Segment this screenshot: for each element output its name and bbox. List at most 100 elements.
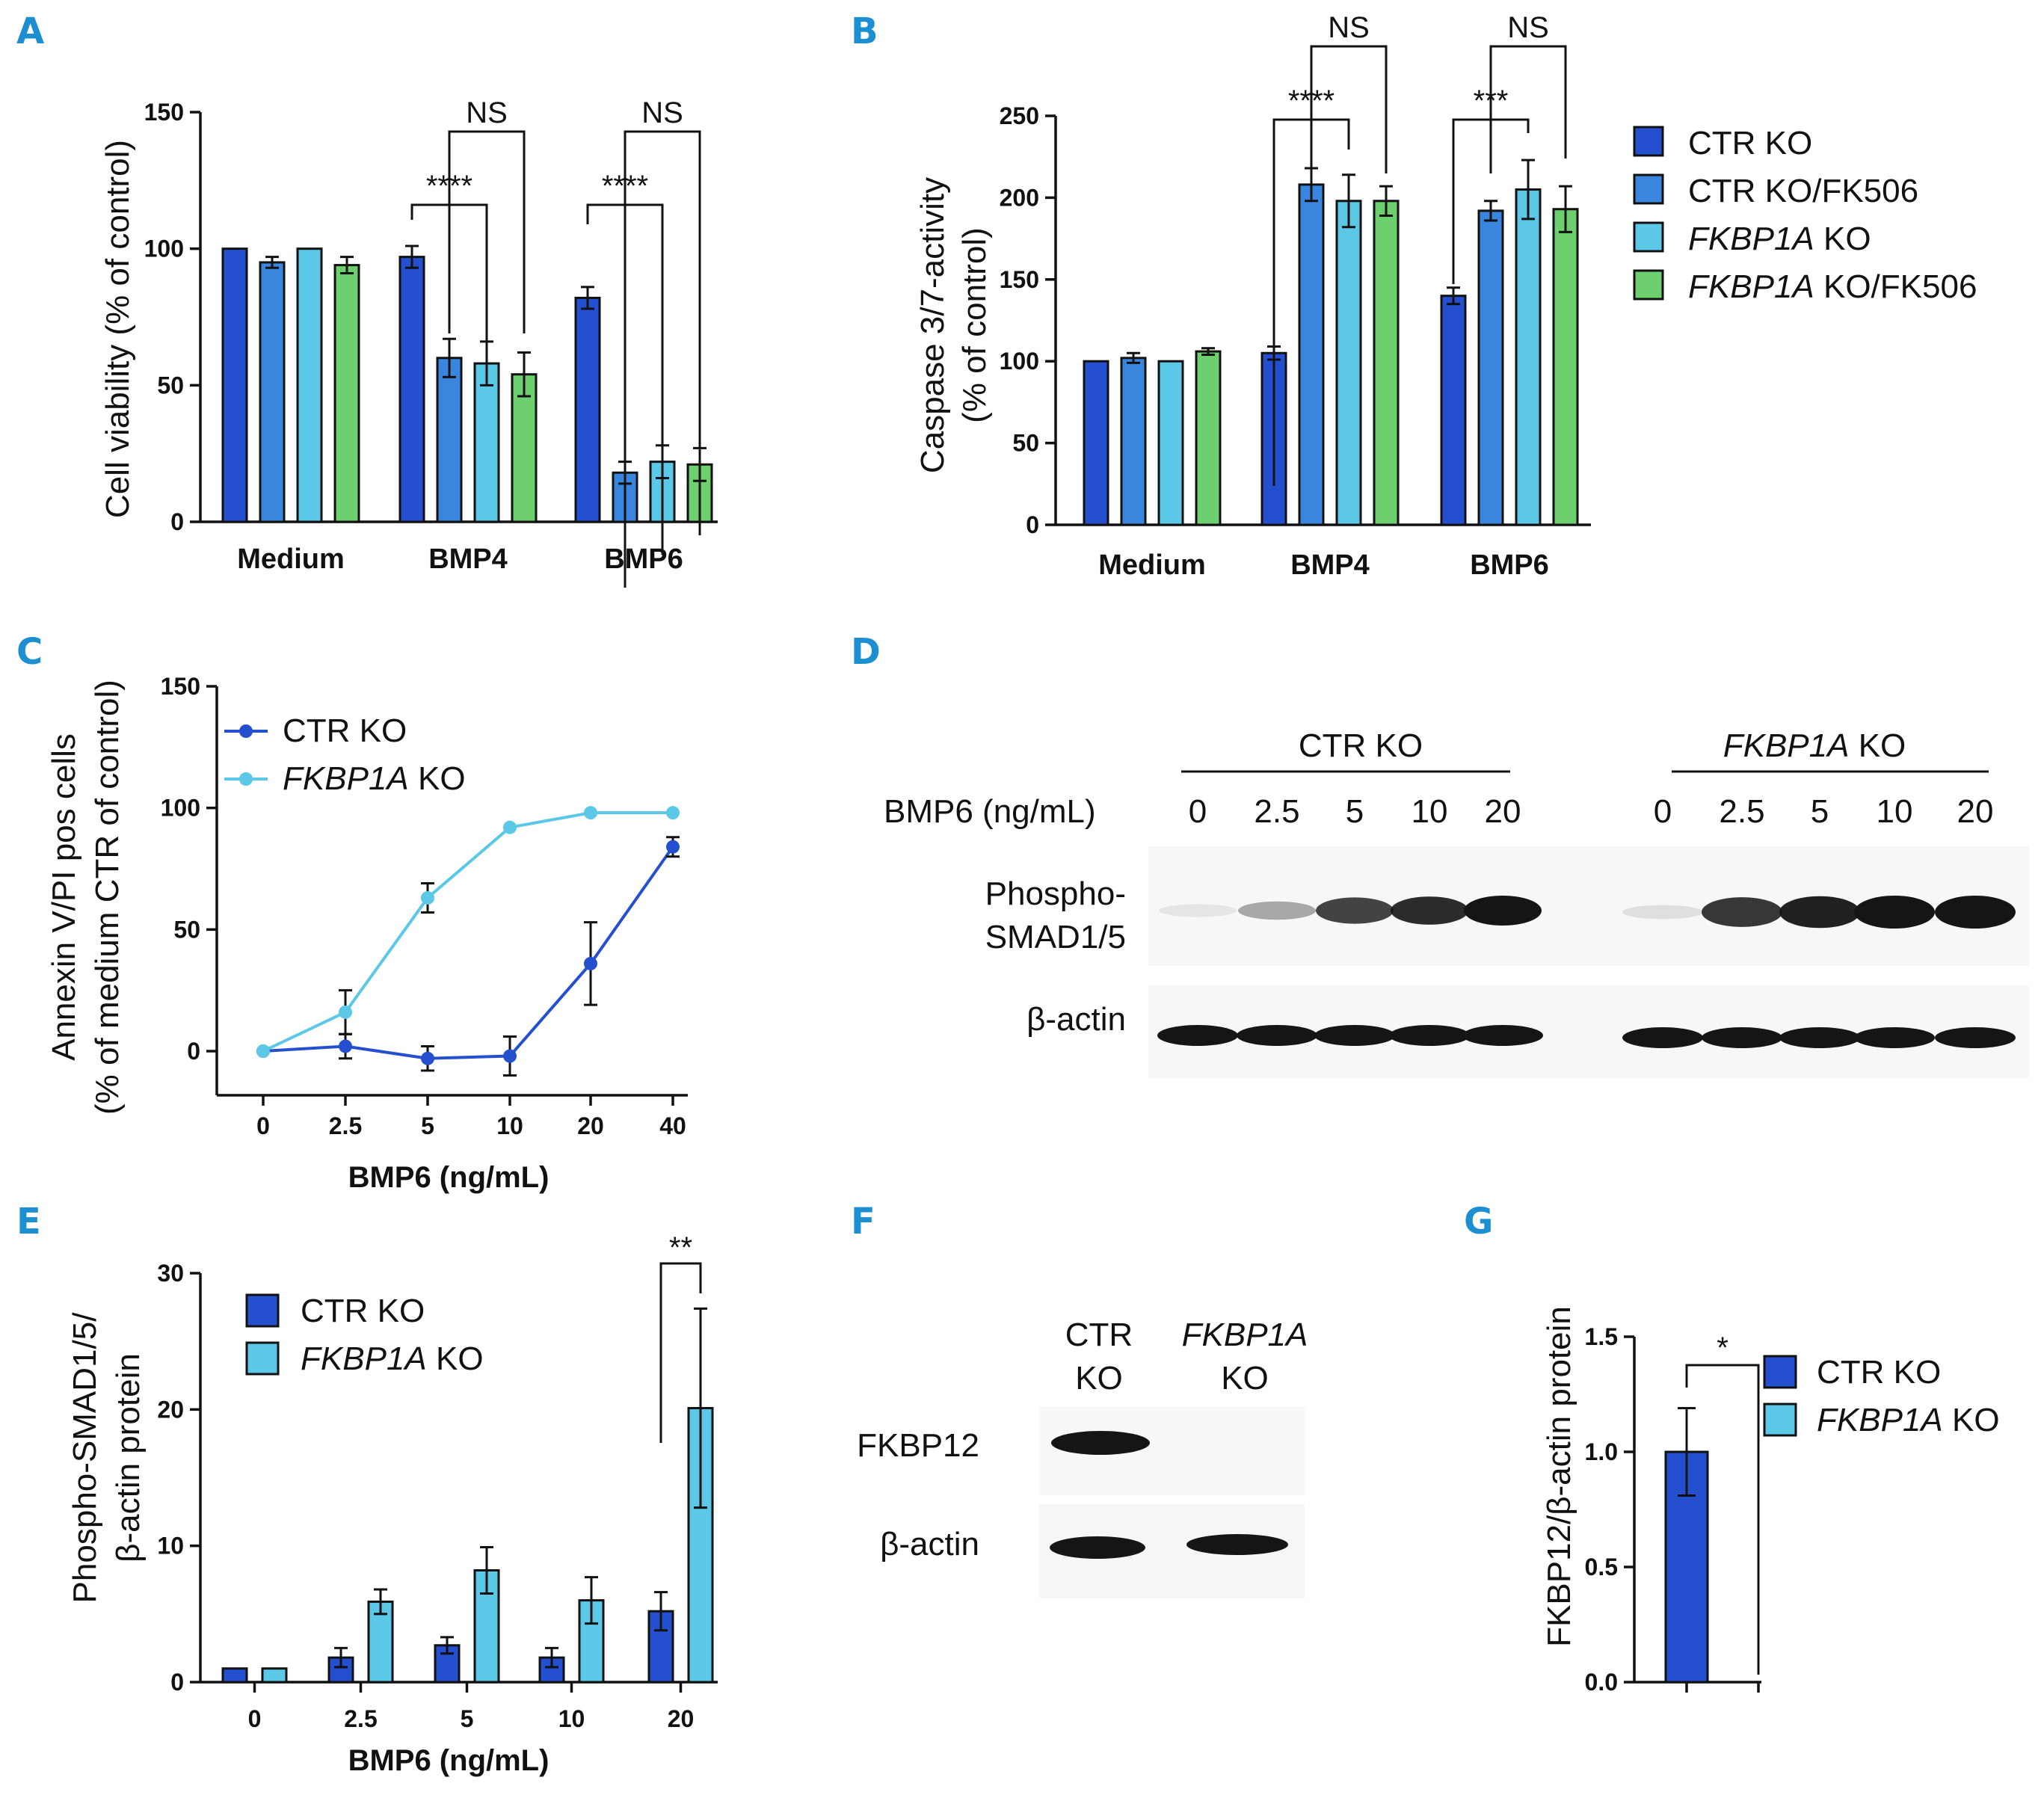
blot-d-dose-fkbp: 5 <box>1811 793 1829 830</box>
chart-g-significance-label: * <box>1717 1331 1729 1364</box>
chart-b-ytick-label: 100 <box>1000 348 1039 375</box>
blot-d-band-actin-fkbp <box>1779 1027 1860 1048</box>
chart-c-xtick-label: 0 <box>256 1112 270 1139</box>
chart-g-ytick-label: 0.5 <box>1585 1554 1618 1580</box>
chart-a-significance-label: NS <box>466 96 508 129</box>
blot-f-band-fkbp12-ctr <box>1051 1431 1150 1455</box>
blot-d-band-actin-ctr <box>1237 1025 1317 1046</box>
blot-f-band-actin-ctr <box>1050 1536 1145 1559</box>
chart-a-bracket <box>448 130 526 333</box>
chart-b-significance-label: NS <box>1328 11 1370 44</box>
chart-c-xtick-label: 2.5 <box>329 1112 362 1139</box>
chart-e-bracket <box>659 1262 702 1443</box>
legend-g-swatch-1 <box>1763 1355 1797 1389</box>
blot-d-band-actin-fkbp <box>1622 1027 1703 1048</box>
blot-d-band-phospho-fkbp <box>1779 896 1860 929</box>
chart-c-point <box>666 840 680 854</box>
chart-a-ytick-label: 150 <box>144 99 184 126</box>
chart-e-ytick-label: 10 <box>157 1533 184 1560</box>
panel-letter-a: A <box>16 10 44 52</box>
chart-a-bar <box>296 247 323 523</box>
chart-c-xtick-label: 5 <box>421 1112 434 1139</box>
blot-d-group-fkbp: FKBP1A KO <box>1723 727 1906 764</box>
chart-b-category-label: BMP4 <box>1290 549 1370 581</box>
chart-e-significance-label: ** <box>669 1231 692 1264</box>
chart-b-bracket <box>1489 45 1567 173</box>
chart-a-ytick-label: 100 <box>144 235 184 262</box>
blot-d-band-actin-ctr <box>1389 1025 1470 1046</box>
chart-e: Phospho-SMAD1/5/ β-actin protein BMP6 (n… <box>67 1231 718 1777</box>
chart-c-ytick-label: 0 <box>187 1038 200 1065</box>
blot-d-band-actin-fkbp <box>1935 1027 2016 1048</box>
chart-b-bar <box>1120 357 1147 526</box>
chart-a-bar <box>574 296 601 523</box>
chart-a-category-label: Medium <box>237 544 345 575</box>
chart-e-bar <box>367 1600 394 1684</box>
blot-f-lane1-line1: CTR <box>1065 1317 1133 1353</box>
blot-d-bmp-label: BMP6 (ng/mL) <box>884 793 1096 830</box>
chart-e-ytick-label: 0 <box>170 1669 184 1696</box>
chart-g-ytick-label: 1.0 <box>1585 1438 1618 1465</box>
chart-b-bar <box>1477 209 1504 526</box>
legend-b-swatch-3 <box>1633 221 1664 253</box>
blot-d-dose-fkbp: 20 <box>1957 793 1994 830</box>
chart-a-bar <box>436 357 463 523</box>
panel-letter-d: D <box>851 631 881 673</box>
blot-d-band-actin-fkbp <box>1702 1027 1782 1048</box>
chart-g-ylabel: FKBP12/β-actin protein <box>1541 1306 1577 1647</box>
blot-f: CTR KO FKBP1A KO FKBP12 β-actin <box>857 1317 1308 1598</box>
chart-b-bar <box>1195 350 1222 526</box>
legend-c-label-1: CTR KO <box>283 712 407 749</box>
blot-d-dose-fkbp: 10 <box>1877 793 1913 830</box>
panel-letter-g: G <box>1464 1201 1493 1243</box>
blot-d-band-phospho-ctr <box>1464 896 1542 926</box>
chart-c-ylabel-line2: (% of medium CTR of control) <box>89 680 126 1115</box>
chart-b-bar <box>1552 208 1579 526</box>
chart-e-category-label: 5 <box>461 1705 474 1732</box>
blot-d-dose-fkbp: 2.5 <box>1719 793 1764 830</box>
panel-letter-c: C <box>16 631 43 673</box>
chart-e-category-label: 10 <box>558 1705 585 1732</box>
chart-b: Caspase 3/7-activity (% of control) 0 50 1… <box>914 11 1591 581</box>
chart-a-bar <box>221 247 248 523</box>
panel-letter-f: F <box>851 1201 875 1243</box>
blot-f-row-actin: β-actin <box>880 1526 979 1563</box>
blot-d-dose-ctr: 10 <box>1412 793 1448 830</box>
blot-d-band-actin-ctr <box>1157 1025 1238 1046</box>
chart-a-bar <box>398 256 425 523</box>
blot-d-row-phospho-line1: Phospho- <box>985 875 1126 912</box>
blot-d-band-phospho-ctr <box>1391 896 1468 925</box>
legend-g-label-1: CTR KO <box>1817 1354 1941 1391</box>
chart-a-ytick-label: 0 <box>170 508 184 535</box>
chart-a-category-label: BMP6 <box>604 544 683 575</box>
legend-e-swatch-2 <box>245 1341 280 1376</box>
legend-g-swatch-2 <box>1763 1403 1797 1437</box>
blot-f-lane2-line2: KO <box>1221 1360 1269 1397</box>
chart-g-ytick-label: 1.5 <box>1585 1323 1618 1350</box>
chart-c-point <box>584 806 597 820</box>
chart-c-point <box>503 820 517 834</box>
chart-c-point <box>339 1039 352 1053</box>
legend-e-swatch-1 <box>245 1293 280 1328</box>
chart-b-bar <box>1440 295 1467 526</box>
chart-b-bar <box>1373 200 1400 526</box>
chart-c-point <box>503 1049 517 1063</box>
blot-f-band-actin-fkbp <box>1186 1534 1288 1555</box>
panel-letter-e: E <box>16 1201 41 1243</box>
blot-d-band-phospho-fkbp <box>1622 905 1703 920</box>
chart-g: FKBP12/β-actin protein 0.0 0.5 1.0 1.5 * <box>1541 1306 1761 1696</box>
chart-c-xtick-label: 40 <box>659 1112 686 1139</box>
blot-d-band-actin-ctr <box>1462 1025 1543 1046</box>
chart-b-significance-label: NS <box>1507 11 1549 44</box>
blot-d-dose-ctr: 2.5 <box>1254 793 1299 830</box>
chart-g-ytick-label: 0.0 <box>1585 1669 1618 1696</box>
legend-b-label-2: CTR KO/FK506 <box>1688 173 1918 209</box>
chart-a-ylabel: Cell viability (% of control) <box>99 140 136 518</box>
blot-d: CTR KO FKBP1A KO BMP6 (ng/mL) 0 0 2.5 2.5 5 5… <box>884 727 2029 1078</box>
chart-c-xtick-label: 10 <box>496 1112 523 1139</box>
legend-c: CTR KO FKBP1A KO <box>224 712 466 797</box>
legend-b-swatch-2 <box>1633 173 1664 205</box>
chart-c-ytick-label: 100 <box>161 795 200 822</box>
blot-d-band-phospho-ctr <box>1316 897 1394 924</box>
